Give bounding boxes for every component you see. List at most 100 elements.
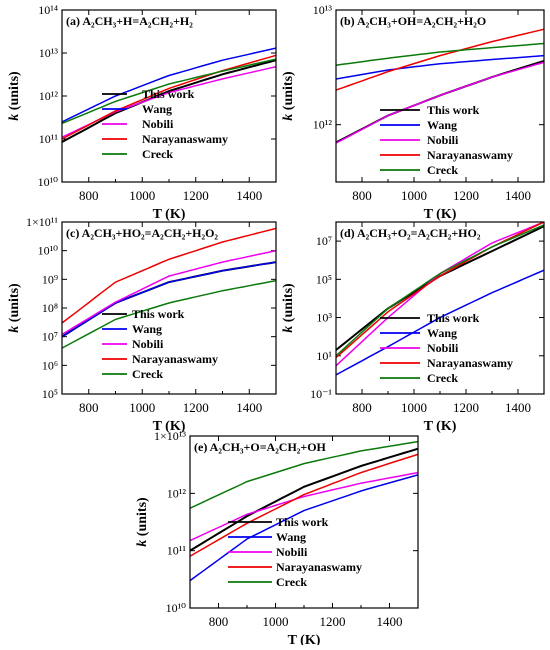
series-line-narayanaswamy (190, 453, 418, 557)
y-tick-label: 10¹² (167, 486, 187, 500)
x-tick-label: 1200 (320, 614, 346, 629)
y-tick-label: 10⁹ (42, 272, 58, 286)
legend-label: Wang (276, 530, 306, 544)
legend-label: This work (427, 311, 480, 325)
legend-label: Narayanaswamy (276, 560, 362, 574)
x-tick-label: 1200 (453, 400, 479, 415)
x-tick-label: 1000 (401, 188, 427, 203)
y-axis-label-unit: (units) (281, 71, 296, 114)
y-axis-label-unit: (units) (281, 283, 296, 326)
y-axis-label-unit: (units) (135, 497, 150, 540)
x-axis-label: T (K) (153, 207, 186, 222)
x-tick-label: 1000 (401, 400, 427, 415)
legend-label: Creck (142, 147, 173, 161)
x-tick-label: 800 (352, 188, 372, 203)
y-axis-label: k (units) (281, 71, 296, 121)
plot-frame (61, 9, 277, 183)
series-line-narayanaswamy (62, 227, 276, 324)
y-axis-label-var: k (7, 326, 22, 333)
panel-e: 800 1000 1200 1400 10¹⁰ 10¹¹ 10¹² 1×10¹³ (e) A₂C… (135, 429, 419, 648)
series-line-creck (336, 224, 544, 357)
legend-label: Creck (427, 371, 458, 385)
legend-label: Narayanaswamy (142, 132, 228, 146)
y-axis-label: k (units) (135, 497, 150, 547)
legend-label: Wang (427, 118, 457, 132)
x-axis-label: T (K) (288, 633, 321, 645)
legend-label: Wang (142, 102, 172, 116)
y-tick-label: 10¹¹ (39, 132, 59, 146)
series-line-creck (336, 42, 544, 66)
y-tick-label: 10⁻¹ (310, 387, 332, 401)
y-tick-label: 10⁶ (42, 358, 58, 372)
legend-label: Creck (132, 367, 163, 381)
series-line-creck (190, 440, 418, 509)
x-tick-label: 1400 (377, 614, 403, 629)
series-line-wang (336, 54, 544, 80)
y-tick-label: 10¹³ (313, 3, 333, 17)
x-axis-label: T (K) (153, 419, 186, 434)
x-tick-label: 1000 (129, 188, 155, 203)
legend-label: Nobili (427, 133, 459, 147)
x-tick-label: 800 (79, 188, 99, 203)
series-line-nobili (336, 61, 544, 144)
y-tick-label: 10⁵ (316, 272, 332, 286)
legend-label: Nobili (427, 341, 459, 355)
legend-label: This work (132, 307, 185, 321)
panel-title: (b) A₂CH₃+OH=A₂CH₂+H₂O (340, 14, 486, 28)
legend-label: Narayanaswamy (427, 356, 513, 370)
y-axis-label-var: k (281, 326, 296, 333)
series-group (336, 222, 544, 376)
series-line-narayanaswamy (62, 54, 276, 140)
y-tick-label: 10³ (316, 311, 332, 325)
x-tick-label: 1400 (236, 188, 262, 203)
panel-b: 800 1000 1200 1400 10¹² 10¹³ (b) A₂CH₃+OH=A₂CH… (281, 3, 545, 222)
series-line-narayanaswamy (336, 222, 544, 359)
series-line-this-work (62, 59, 276, 143)
x-tick-label: 1400 (505, 188, 531, 203)
series-line-wang (62, 261, 276, 338)
legend-label: Wang (427, 326, 457, 340)
y-tick-label: 10⁷ (316, 234, 332, 248)
legend-label: Narayanaswamy (132, 352, 218, 366)
series-line-creck (62, 58, 276, 125)
y-axis-label-var: k (281, 114, 296, 121)
panel-title: (d) A₂CH₃+O₂=A₂CH₂+HO₂ (340, 226, 481, 240)
series-group (336, 28, 544, 144)
legend-label: Narayanaswamy (427, 148, 513, 162)
x-tick-label: 1200 (183, 188, 209, 203)
y-tick-label: 10¹⁰ (38, 175, 59, 189)
x-tick-label: 1200 (453, 188, 479, 203)
y-tick-label: 10¹² (313, 118, 333, 132)
plot-frame (189, 435, 419, 609)
series-line-nobili (62, 249, 276, 336)
x-tick-label: 800 (79, 400, 99, 415)
y-axis-label: k (units) (281, 283, 296, 333)
series-line-this-work (190, 447, 418, 552)
series-line-wang (336, 269, 544, 376)
plot-frame (335, 221, 545, 395)
y-tick-label: 10¹³ (39, 46, 59, 60)
plot-frame (335, 9, 545, 183)
panel-d: 800 1000 1200 1400 10⁻¹ 10¹ 10³ 10⁵ 10⁷ (d) A₂CH₃… (281, 221, 545, 434)
x-tick-label: 1400 (236, 400, 262, 415)
legend-label: This work (276, 515, 329, 529)
y-tick-label: 10¹⁰ (38, 244, 59, 258)
y-tick-label: 10⁵ (42, 387, 58, 401)
panel-c: 800 1000 1200 1400 10⁵ 10⁶ 10⁷ 10⁸ 10⁹ 10¹⁰ 1×10¹¹… (7, 215, 277, 434)
y-tick-label: 10¹¹ (167, 544, 187, 558)
y-tick-label: 10¹² (39, 89, 59, 103)
x-tick-label: 1000 (263, 614, 289, 629)
series-line-wang (62, 47, 276, 123)
x-tick-label: 1000 (129, 400, 155, 415)
x-tick-label: 800 (352, 400, 372, 415)
x-tick-label: 1200 (183, 400, 209, 415)
y-tick-label: 10⁷ (42, 330, 58, 344)
y-axis-label-var: k (135, 540, 150, 547)
x-tick-label: 1400 (505, 400, 531, 415)
legend-label: Creck (276, 575, 307, 589)
series-line-this-work (62, 261, 276, 338)
series-line-nobili (190, 471, 418, 542)
panel-title: (a) A₂CH₃+H=A₂CH₂+H₂ (66, 14, 193, 28)
